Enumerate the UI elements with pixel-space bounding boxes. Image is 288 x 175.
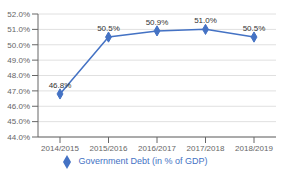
svg-text:2016/2017: 2016/2017 [138,144,176,153]
svg-text:50.5%: 50.5% [243,24,266,33]
svg-text:50.5%: 50.5% [97,24,120,33]
svg-text:49.0%: 49.0% [8,56,30,65]
svg-text:2014/2015: 2014/2015 [41,144,79,153]
svg-text:46.8%: 46.8% [49,81,72,90]
svg-text:46.0%: 46.0% [8,102,30,111]
svg-text:47.0%: 47.0% [8,87,30,96]
svg-text:50.0%: 50.0% [8,41,30,50]
svg-text:50.9%: 50.9% [146,18,169,27]
svg-text:2017/2018: 2017/2018 [187,144,225,153]
svg-text:48.0%: 48.0% [8,71,30,80]
svg-text:45.0%: 45.0% [8,117,30,126]
svg-text:51.0%: 51.0% [194,16,217,25]
svg-text:2018/2019: 2018/2019 [235,144,273,153]
svg-text:44.0%: 44.0% [8,133,30,142]
svg-text:2015/2016: 2015/2016 [90,144,128,153]
svg-text:51.0%: 51.0% [8,25,30,34]
html-text:Government Debt (in % of GDP): Government Debt (in % of GDP) [78,156,208,167]
svg-text:52.0%: 52.0% [8,10,30,19]
